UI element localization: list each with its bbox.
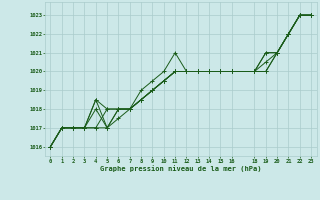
X-axis label: Graphe pression niveau de la mer (hPa): Graphe pression niveau de la mer (hPa) bbox=[100, 165, 261, 172]
